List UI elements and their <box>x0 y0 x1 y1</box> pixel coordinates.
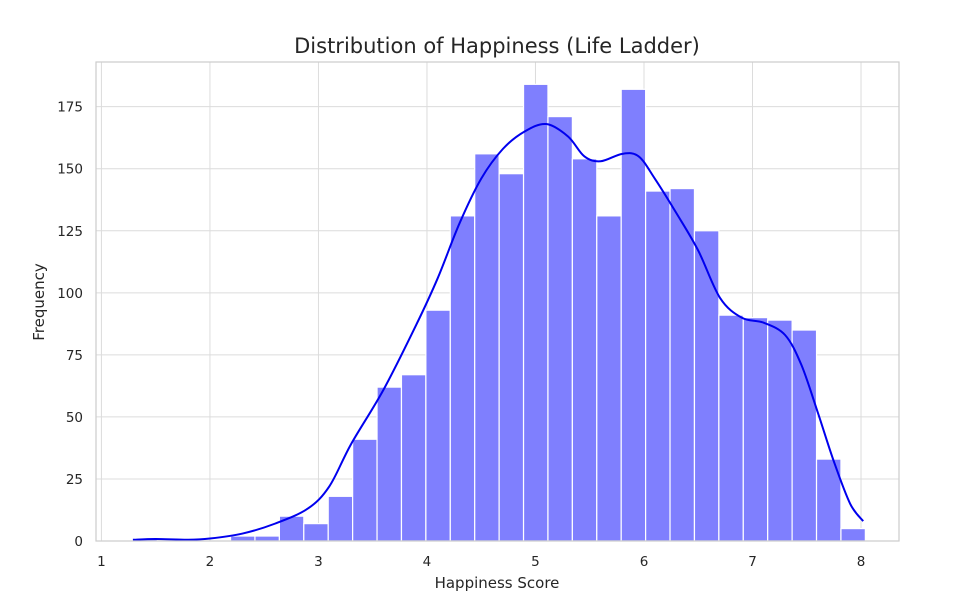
histogram-bar <box>620 88 647 542</box>
histogram-bar <box>645 190 671 542</box>
x-tick-label: 1 <box>97 554 106 570</box>
histogram-bar <box>254 535 280 542</box>
x-tick-label: 3 <box>314 554 323 570</box>
y-tick-label: 150 <box>57 162 83 178</box>
y-tick-label: 0 <box>74 534 83 550</box>
chart-title: Distribution of Happiness (Life Ladder) <box>294 34 700 58</box>
histogram-bar <box>303 523 329 542</box>
histogram-bar <box>840 527 866 542</box>
y-axis-label: Frequency <box>30 263 48 341</box>
kde-layer <box>132 122 864 541</box>
histogram-bar <box>596 215 622 542</box>
x-tick-label: 4 <box>423 554 432 570</box>
histogram-bar <box>449 215 476 542</box>
bars-layer <box>132 83 866 542</box>
histogram-bar <box>669 187 696 542</box>
y-tick-label: 75 <box>66 348 83 364</box>
histogram-bar <box>522 83 549 542</box>
x-tick-label: 8 <box>857 554 866 570</box>
y-tick-label: 175 <box>57 100 83 116</box>
histogram-bar <box>376 386 403 542</box>
histogram-bar <box>400 374 427 542</box>
histogram-bar <box>718 314 744 542</box>
y-axis-ticks: 0 25 50 75 100 125 150 175 <box>57 100 83 550</box>
plot-frame <box>95 61 900 542</box>
histogram-bar <box>791 329 818 542</box>
histogram-bar <box>767 319 793 542</box>
histogram-bar <box>425 309 451 542</box>
histogram-bar <box>742 317 769 542</box>
kde-curve <box>132 122 864 541</box>
histogram-bar <box>498 173 525 542</box>
y-tick-label: 125 <box>57 224 83 240</box>
histogram-bar <box>327 495 354 542</box>
y-tick-label: 25 <box>66 472 83 488</box>
x-tick-label: 7 <box>748 554 757 570</box>
histogram-bar <box>547 116 573 542</box>
x-tick-label: 2 <box>206 554 215 570</box>
x-tick-label: 6 <box>640 554 649 570</box>
histogram-bar <box>693 230 720 542</box>
histogram-bar <box>352 438 378 542</box>
x-axis-label: Happiness Score <box>435 574 560 592</box>
histogram-bar <box>474 153 500 542</box>
x-axis-ticks: 1 2 3 4 5 6 7 8 <box>97 554 865 570</box>
histogram-bar <box>571 158 598 542</box>
y-tick-label: 100 <box>57 286 83 302</box>
x-tick-label: 5 <box>531 554 540 570</box>
y-tick-label: 50 <box>66 410 83 426</box>
histogram-bar <box>229 535 256 542</box>
